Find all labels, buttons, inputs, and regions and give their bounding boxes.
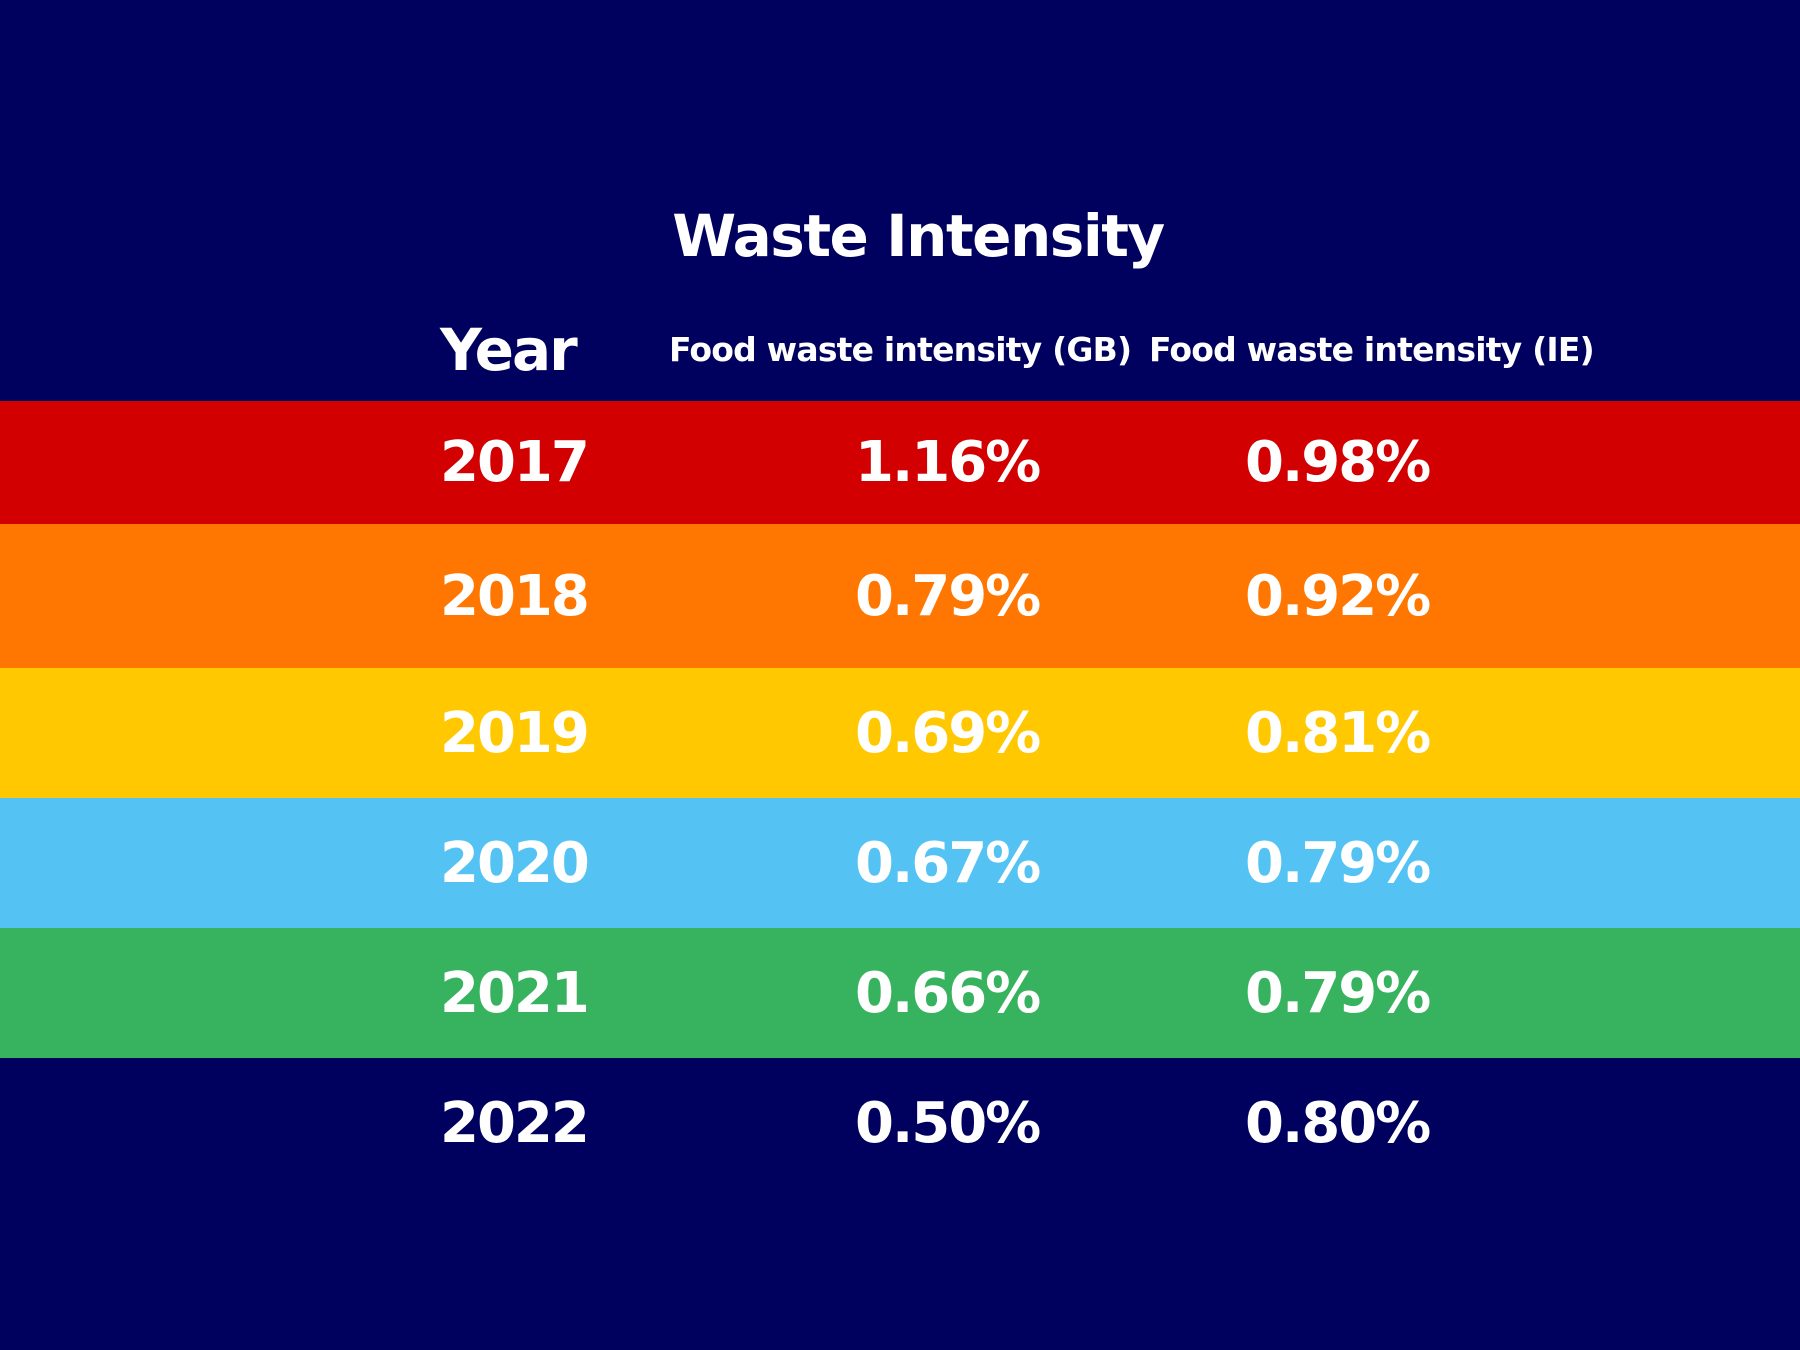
table-row: 2019 0.69% 0.81% (0, 668, 1800, 798)
gb-value-cell: 0.50% (855, 1090, 1041, 1156)
gb-value-cell: 0.66% (855, 960, 1041, 1026)
header-gb: Food waste intensity (GB) (669, 330, 1132, 369)
year-cell: 2017 (440, 430, 590, 495)
year-cell: 2019 (440, 700, 590, 766)
year-cell: 2020 (440, 830, 590, 896)
ie-value-cell: 0.80% (1245, 1090, 1431, 1156)
gb-value-cell: 0.69% (855, 700, 1041, 766)
table-row: 2022 0.50% 0.80% (0, 1058, 1800, 1188)
table-row: 2018 0.79% 0.92% (0, 524, 1800, 668)
ie-value-cell: 0.98% (1245, 430, 1431, 495)
ie-value-cell: 0.79% (1245, 960, 1431, 1026)
header-ie: Food waste intensity (IE) (1149, 330, 1595, 369)
gb-value-cell: 1.16% (855, 430, 1041, 495)
year-cell: 2018 (440, 563, 590, 629)
ie-value-cell: 0.79% (1245, 830, 1431, 896)
ie-value-cell: 0.92% (1245, 563, 1431, 629)
gb-value-cell: 0.79% (855, 563, 1041, 629)
header-year: Year (440, 316, 578, 384)
table-row: 2021 0.66% 0.79% (0, 928, 1800, 1058)
chart-title: Waste Intensity (672, 202, 1165, 270)
year-cell: 2021 (440, 960, 590, 1026)
table-row: 2020 0.67% 0.79% (0, 798, 1800, 928)
year-cell: 2022 (440, 1090, 590, 1156)
table-row: 2017 1.16% 0.98% (0, 401, 1800, 524)
ie-value-cell: 0.81% (1245, 700, 1431, 766)
gb-value-cell: 0.67% (855, 830, 1041, 896)
